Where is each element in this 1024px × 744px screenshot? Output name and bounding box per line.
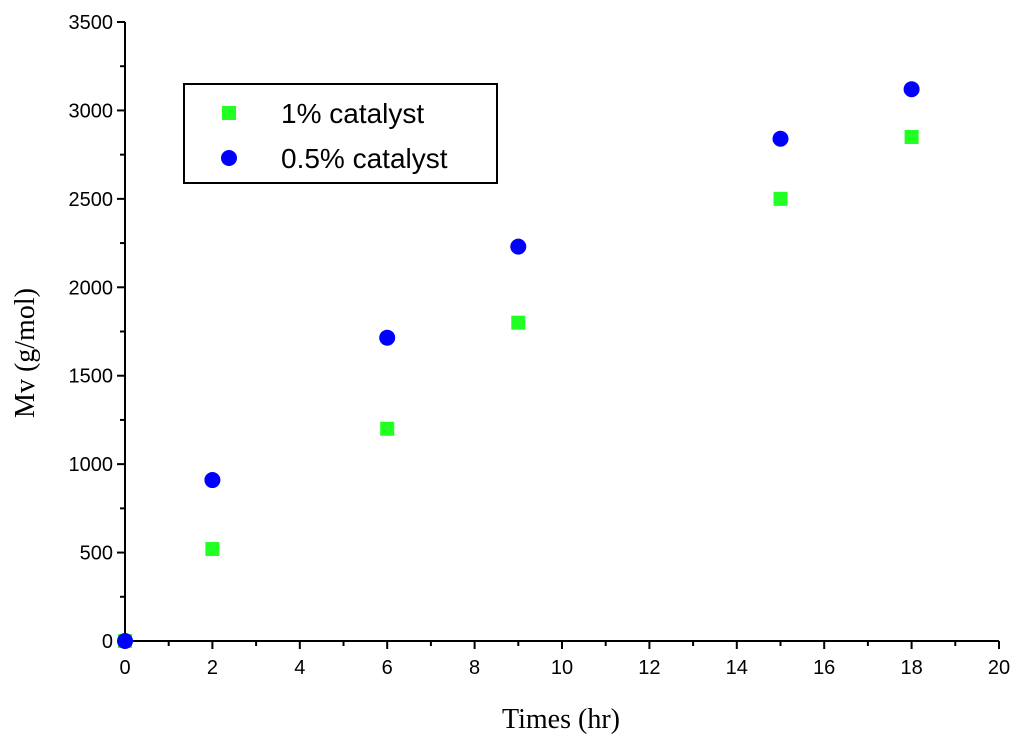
data-point-1pct-catalyst xyxy=(773,191,788,206)
x-tick-label: 18 xyxy=(900,657,922,679)
data-point-0-5pct-catalyst xyxy=(379,329,396,346)
data-point-0-5pct-catalyst xyxy=(510,238,527,255)
x-tick-label: 6 xyxy=(382,657,393,679)
x-tick-label: 12 xyxy=(638,657,660,679)
y-tick-label: 0 xyxy=(102,631,113,653)
legend: 1% catalyst 0.5% catalyst xyxy=(183,83,498,184)
x-tick-label: 10 xyxy=(551,657,573,679)
x-tick-label: 8 xyxy=(469,657,480,679)
y-tick-label: 500 xyxy=(80,543,113,565)
y-tick-label: 2000 xyxy=(69,277,114,299)
y-axis-title: Mv (g/mol) xyxy=(10,288,41,418)
data-point-0-5pct-catalyst xyxy=(117,633,133,649)
x-tick-label: 16 xyxy=(813,657,835,679)
x-tick-label: 20 xyxy=(988,657,1010,679)
data-point-1pct-catalyst xyxy=(380,421,395,436)
x-ticks: 0 2 4 6 8 10 12 14 16 18 20 xyxy=(119,641,1010,679)
data-point-0-5pct-catalyst xyxy=(903,81,920,98)
y-tick-label: 2500 xyxy=(69,189,114,211)
x-tick-label: 0 xyxy=(119,657,130,679)
y-tick-label: 3000 xyxy=(69,100,114,122)
y-ticks: 0 500 1000 1500 2000 2500 3000 3500 xyxy=(69,12,125,653)
x-axis-title: Times (hr) xyxy=(502,704,620,735)
data-point-1pct-catalyst xyxy=(904,129,919,144)
data-point-0-5pct-catalyst xyxy=(204,472,221,489)
x-tick-label: 2 xyxy=(207,657,218,679)
y-tick-label: 3500 xyxy=(69,12,114,34)
data-point-1pct-catalyst xyxy=(205,542,220,557)
legend-label-0-5pct-catalyst: 0.5% catalyst xyxy=(281,143,448,174)
legend-box xyxy=(183,83,498,184)
legend-label-1pct-catalyst: 1% catalyst xyxy=(281,98,424,129)
legend-marker-0-5pct-catalyst xyxy=(221,150,237,166)
data-point-1pct-catalyst xyxy=(511,315,526,330)
y-tick-label: 1000 xyxy=(69,454,114,476)
data-point-0-5pct-catalyst xyxy=(772,130,789,147)
y-tick-label: 1500 xyxy=(69,366,114,388)
x-tick-label: 4 xyxy=(294,657,305,679)
data-points xyxy=(117,81,920,649)
x-tick-label: 14 xyxy=(726,657,748,679)
legend-marker-1pct-catalyst xyxy=(222,106,236,120)
